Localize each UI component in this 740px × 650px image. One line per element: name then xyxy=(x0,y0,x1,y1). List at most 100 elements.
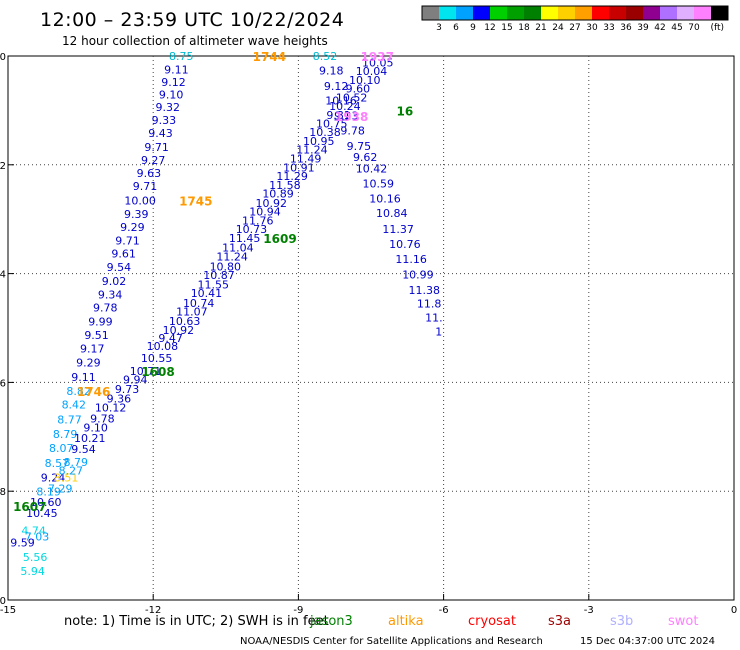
wave-height-label: 9.54 xyxy=(71,443,96,456)
wave-height-label: 9.75 xyxy=(347,140,372,153)
wave-height-label: 11.07 xyxy=(176,306,208,319)
color-bar-tick: 42 xyxy=(654,23,665,33)
pass-number-label: 1937 xyxy=(361,50,394,64)
wave-height-label: 10.45 xyxy=(26,507,58,520)
wave-height-label: 8.79 xyxy=(53,428,78,441)
wave-height-label: 9.10 xyxy=(159,89,184,102)
color-bar-tick: 27 xyxy=(569,23,580,33)
x-tick-label: -9 xyxy=(293,605,303,616)
wave-height-label: 10.76 xyxy=(389,238,421,251)
x-tick-label: -6 xyxy=(439,605,449,616)
wave-height-label: 4.74 xyxy=(21,524,46,537)
wave-height-label: 9.94 xyxy=(123,374,148,387)
color-swatch xyxy=(422,6,440,20)
wave-height-label: 9.78 xyxy=(93,301,118,314)
wave-height-label: 10.42 xyxy=(356,163,388,176)
color-swatch xyxy=(643,6,661,20)
color-bar-tick: 39 xyxy=(637,23,649,33)
satellite-legend-entry: swot xyxy=(668,614,698,629)
wave-height-label: 9.51 xyxy=(84,329,109,342)
wave-height-label: 10.12 xyxy=(95,401,127,414)
satellite-legend-entry: cryosat xyxy=(468,614,516,629)
satellite-legend-entry: s3a xyxy=(548,614,571,629)
color-swatch xyxy=(609,6,627,20)
wave-height-label: 9.78 xyxy=(90,412,115,425)
color-swatch xyxy=(592,6,610,20)
color-swatch xyxy=(558,6,576,20)
wave-height-label: 9.11 xyxy=(71,371,96,384)
x-tick-label: -15 xyxy=(0,605,16,616)
wave-height-label: 11.76 xyxy=(242,214,274,227)
satellite-legend: jason3 altika cryosat s3a s3b swot xyxy=(309,614,698,629)
wave-height-label: 9.33 xyxy=(152,114,177,127)
wave-height-label: 11.38 xyxy=(408,284,440,297)
chart-title: 12:00 – 23:59 UTC 10/22/2024 xyxy=(40,9,344,31)
wave-height-label: 10.75 xyxy=(316,117,348,130)
color-swatch xyxy=(575,6,593,20)
satellite-legend-entry: s3b xyxy=(610,614,633,629)
wave-height-label: 9.12 xyxy=(161,76,186,89)
wave-height-label: 8.75 xyxy=(169,50,194,63)
wave-height-label: 11.04 xyxy=(222,241,254,254)
wave-height-label: 1 xyxy=(435,325,442,338)
footer-credit: NOAA/NESDIS Center for Satellite Applica… xyxy=(240,636,543,647)
wave-height-label: 10.00 xyxy=(124,195,156,208)
wave-height-label: 9.59 xyxy=(10,536,35,549)
footer-timestamp: 15 Dec 04:37:00 UTC 2024 xyxy=(580,636,715,647)
wave-height-label: 10.24 xyxy=(329,100,361,113)
wave-height-label: 8.27 xyxy=(59,465,84,478)
color-swatch xyxy=(711,6,729,20)
wave-height-label: 11.55 xyxy=(197,278,229,291)
wave-height-label: 11.37 xyxy=(382,223,414,236)
color-bar-tick: 3 xyxy=(436,23,442,33)
color-swatch xyxy=(439,6,457,20)
wave-height-label: 8.52 xyxy=(313,50,338,63)
color-bar-tick: 33 xyxy=(603,23,614,33)
wave-height-label: 9.24 xyxy=(41,472,66,485)
wave-height-label: 8.82 xyxy=(66,385,91,398)
color-swatch xyxy=(541,6,559,20)
wave-height-label: 9.12 xyxy=(324,80,349,93)
wave-height-label: 11.29 xyxy=(276,170,308,183)
wave-height-label: 8.79 xyxy=(64,456,89,469)
wave-height-label: 8.19 xyxy=(36,486,61,499)
wave-height-label: 10.21 xyxy=(74,432,106,445)
wave-height-label: 10.16 xyxy=(325,95,357,108)
color-bar-tick: 30 xyxy=(586,23,598,33)
legend-note: note: 1) Time is in UTC; 2) SWH is in fe… xyxy=(64,614,329,629)
wave-height-label: 11.24 xyxy=(296,144,328,157)
pass-number-label: 1609 xyxy=(263,232,296,246)
grid-lines xyxy=(8,56,734,600)
wave-height-label: 9.62 xyxy=(353,151,378,164)
wave-height-label: 5.56 xyxy=(23,551,48,564)
wave-height-label: 11. xyxy=(425,312,443,325)
wave-height-label: 9.78 xyxy=(340,125,365,138)
wave-height-label: 11.49 xyxy=(290,152,322,165)
wave-height-label: 7.03 xyxy=(25,530,50,543)
wave-height-label: 10.73 xyxy=(236,223,268,236)
wave-height-label: 9.43 xyxy=(148,127,173,140)
pass-number-label: 1938 xyxy=(335,110,368,124)
wave-height-label: 9.29 xyxy=(120,221,145,234)
x-tick-label: -12 xyxy=(145,605,161,616)
color-bar-tick: 45 xyxy=(671,23,682,33)
satellite-legend-entry: jason3 xyxy=(309,614,353,629)
color-bar-tick: 36 xyxy=(620,23,632,33)
wave-height-label: 10.16 xyxy=(369,193,401,206)
wave-height-label: 10.63 xyxy=(169,315,201,328)
y-tick-label: -52 xyxy=(0,161,6,172)
wave-height-label: 8.57 xyxy=(45,457,70,470)
wave-height-label: 11.45 xyxy=(229,232,261,245)
color-bar-unit: (ft) xyxy=(710,23,724,33)
wave-height-label: 9.11 xyxy=(164,64,189,77)
data-labels: 8.759.119.129.109.329.339.439.719.279.63… xyxy=(10,50,442,578)
color-bar-tick: 21 xyxy=(535,23,546,33)
wave-height-label: 9.34 xyxy=(98,288,123,301)
color-swatch xyxy=(507,6,525,20)
wave-height-label: 9.63 xyxy=(137,167,162,180)
y-tick-label: -50 xyxy=(0,52,6,63)
wave-height-label: 10.92 xyxy=(163,324,195,337)
wave-height-label: 9.99 xyxy=(88,315,113,328)
wave-height-label: 9.27 xyxy=(141,154,166,167)
